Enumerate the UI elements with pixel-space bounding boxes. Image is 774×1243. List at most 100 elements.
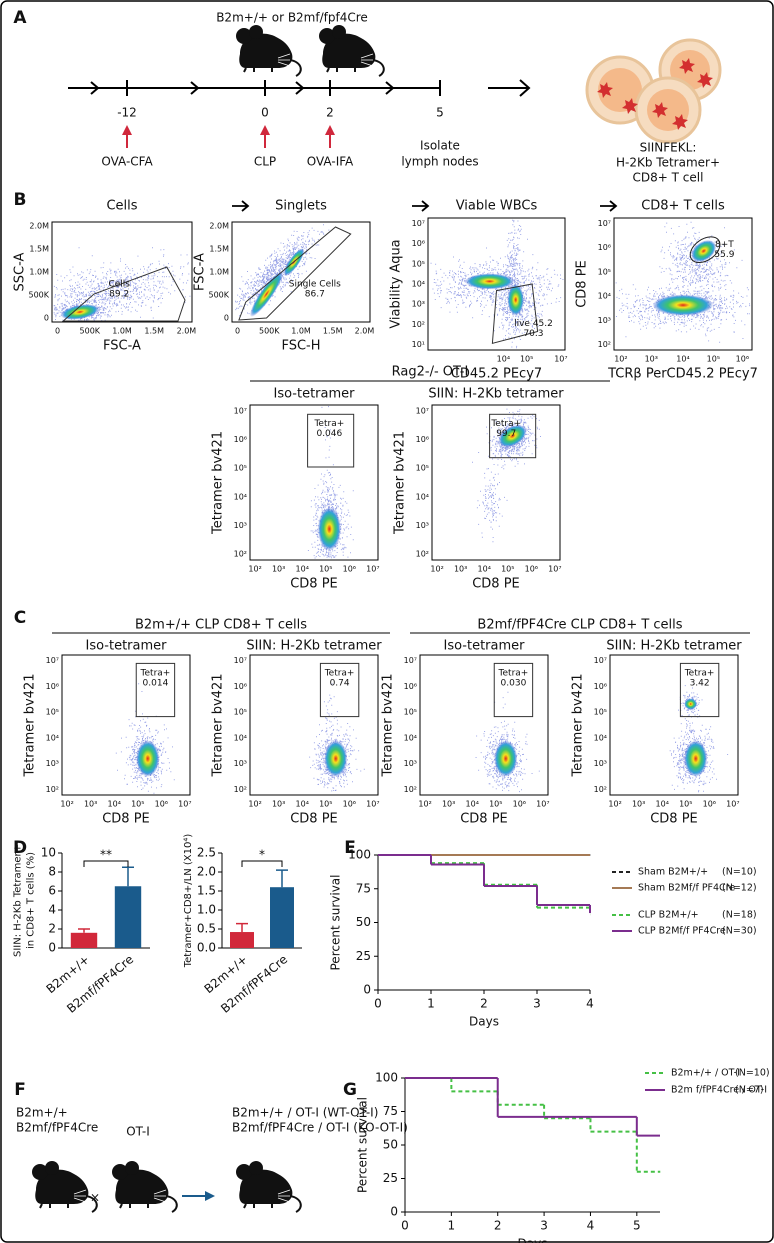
y-tick-label: 8	[48, 865, 56, 879]
y-axis-label: FSC-A	[193, 253, 208, 291]
legend-n-label: (N=7)	[735, 1085, 764, 1096]
y-axis-label: in CD8+ T cells (%)	[26, 852, 37, 949]
error-bar	[236, 922, 248, 933]
y-axis-label: Tetramer bv421	[393, 431, 408, 535]
x-axis-label: TCRβ PerCD45.2 PEcy7	[607, 367, 758, 382]
legend-label: CLP B2M+/+	[638, 910, 699, 921]
y-tick-label: 1.0M	[29, 268, 49, 277]
gate	[491, 283, 539, 345]
x-tick-label: 10⁵	[679, 800, 692, 809]
y-tick-label: 10³	[598, 316, 611, 325]
y-tick-label: 75	[383, 1104, 398, 1118]
y-tick-label: 10⁵	[234, 464, 247, 473]
panel-letter: C	[14, 608, 26, 628]
x-tick-label: 10⁶	[155, 800, 168, 809]
result-label: SIINFEKL:	[640, 141, 697, 155]
y-tick-label: 10³	[412, 300, 425, 309]
y-tick-label: 0	[390, 1205, 398, 1219]
y-tick-label: 2.0M	[209, 222, 229, 231]
density-core	[684, 698, 698, 710]
gate	[489, 413, 537, 459]
mice-label: B2m+/+ or B2mf/fpf4Cre	[216, 11, 368, 25]
y-axis-label: Percent survival	[356, 1097, 370, 1193]
y-tick-label: 10⁵	[416, 464, 429, 473]
gate	[307, 413, 355, 468]
x-tick-label: 10⁵	[501, 565, 514, 574]
legend-label: CLP B2Mf/f PF4Cre	[638, 926, 726, 937]
x-tick-label: 10³	[632, 800, 645, 809]
x-tick-label: 10²	[430, 565, 443, 574]
x-tick-label: 10³	[272, 565, 285, 574]
legend-label: B2m f/fPF4Cre / OT-I	[671, 1085, 767, 1096]
x-tick-label: 1.0M	[112, 327, 132, 336]
parent-label: B2m+/+	[16, 1106, 68, 1120]
x-axis-label: CD8 PE	[290, 577, 338, 592]
y-axis-label: SSC-A	[13, 252, 28, 291]
y-tick-label: 0	[44, 314, 49, 323]
timeline-chevrons	[90, 81, 395, 95]
bar	[230, 932, 254, 948]
density-core	[498, 424, 527, 448]
y-tick-label: 1.0	[197, 903, 216, 917]
y-tick-label: 50	[356, 915, 371, 929]
x-axis-label: FSC-A	[103, 339, 141, 354]
gate-label: 0.014	[143, 679, 169, 689]
y-tick-label: 0	[363, 983, 371, 997]
x-tick-label: 10⁴	[478, 565, 491, 574]
density-core	[691, 240, 717, 262]
y-tick-label: 10⁵	[412, 259, 425, 268]
density-core	[136, 740, 160, 777]
y-tick-label: 0.0	[197, 941, 216, 955]
y-axis-label: Tetramer bv421	[211, 431, 226, 535]
y-tick-label: 10⁶	[46, 682, 59, 691]
significance-label: *	[259, 848, 265, 862]
x-tick-label: 2.0M	[355, 327, 375, 336]
plot-title: CD8+ T cells	[641, 199, 725, 214]
plot-frame	[249, 654, 379, 796]
gate-label: 0.046	[316, 429, 342, 439]
mouse	[318, 24, 385, 77]
y-tick-label: 10²	[234, 549, 247, 558]
x-tick-label: 10⁵	[489, 800, 502, 809]
x-axis-label: CD8 PE	[472, 577, 520, 592]
result-label: CD8+ T cell	[633, 171, 704, 185]
y-tick-label: 500K	[208, 291, 229, 300]
x-axis-label: FSC-H	[281, 339, 320, 354]
plot-frame	[609, 654, 739, 796]
gate	[135, 662, 176, 718]
plot-title: Cells	[106, 199, 137, 214]
x-axis-label: Days	[518, 1237, 548, 1243]
error-bar	[78, 928, 90, 933]
y-tick-label: 10³	[46, 759, 59, 768]
density-core	[464, 273, 515, 290]
density-core	[60, 304, 100, 320]
legend-label: Sham B2Mf/f PF4Cre	[638, 883, 735, 894]
y-tick-label: 6	[48, 884, 56, 898]
step-arrow	[412, 200, 430, 212]
y-tick-label: 500K	[28, 291, 49, 300]
y-axis-label: CD8 PE	[575, 260, 590, 308]
x-tick-label: 10²	[60, 800, 73, 809]
gate	[319, 662, 360, 718]
y-tick-label: 10⁵	[46, 708, 59, 717]
gate-label: 8+T	[715, 240, 734, 250]
y-tick-label: 1.5M	[29, 245, 49, 254]
day-label: 5	[436, 106, 444, 120]
mouse	[235, 1160, 302, 1213]
plot-frame	[61, 654, 191, 796]
x-tick-label: 10⁷	[536, 800, 549, 809]
gate-label: Cells	[108, 280, 130, 290]
panel-letter: F	[14, 1080, 26, 1100]
x-axis-label: CD8 PE	[102, 812, 150, 827]
y-tick-label: 10⁶	[234, 435, 247, 444]
mouse	[31, 1160, 98, 1213]
x-axis-label: CD45.2 PEcy7	[451, 367, 542, 382]
x-tick-label: 10⁵	[131, 800, 144, 809]
legend-n-label: (N=10)	[735, 1068, 770, 1079]
x-tick-label: 10²	[608, 800, 621, 809]
x-tick-label: 4	[586, 997, 594, 1011]
y-tick-label: 100	[375, 1071, 398, 1085]
result-arrow	[488, 79, 531, 97]
significance-bracket	[83, 860, 129, 867]
